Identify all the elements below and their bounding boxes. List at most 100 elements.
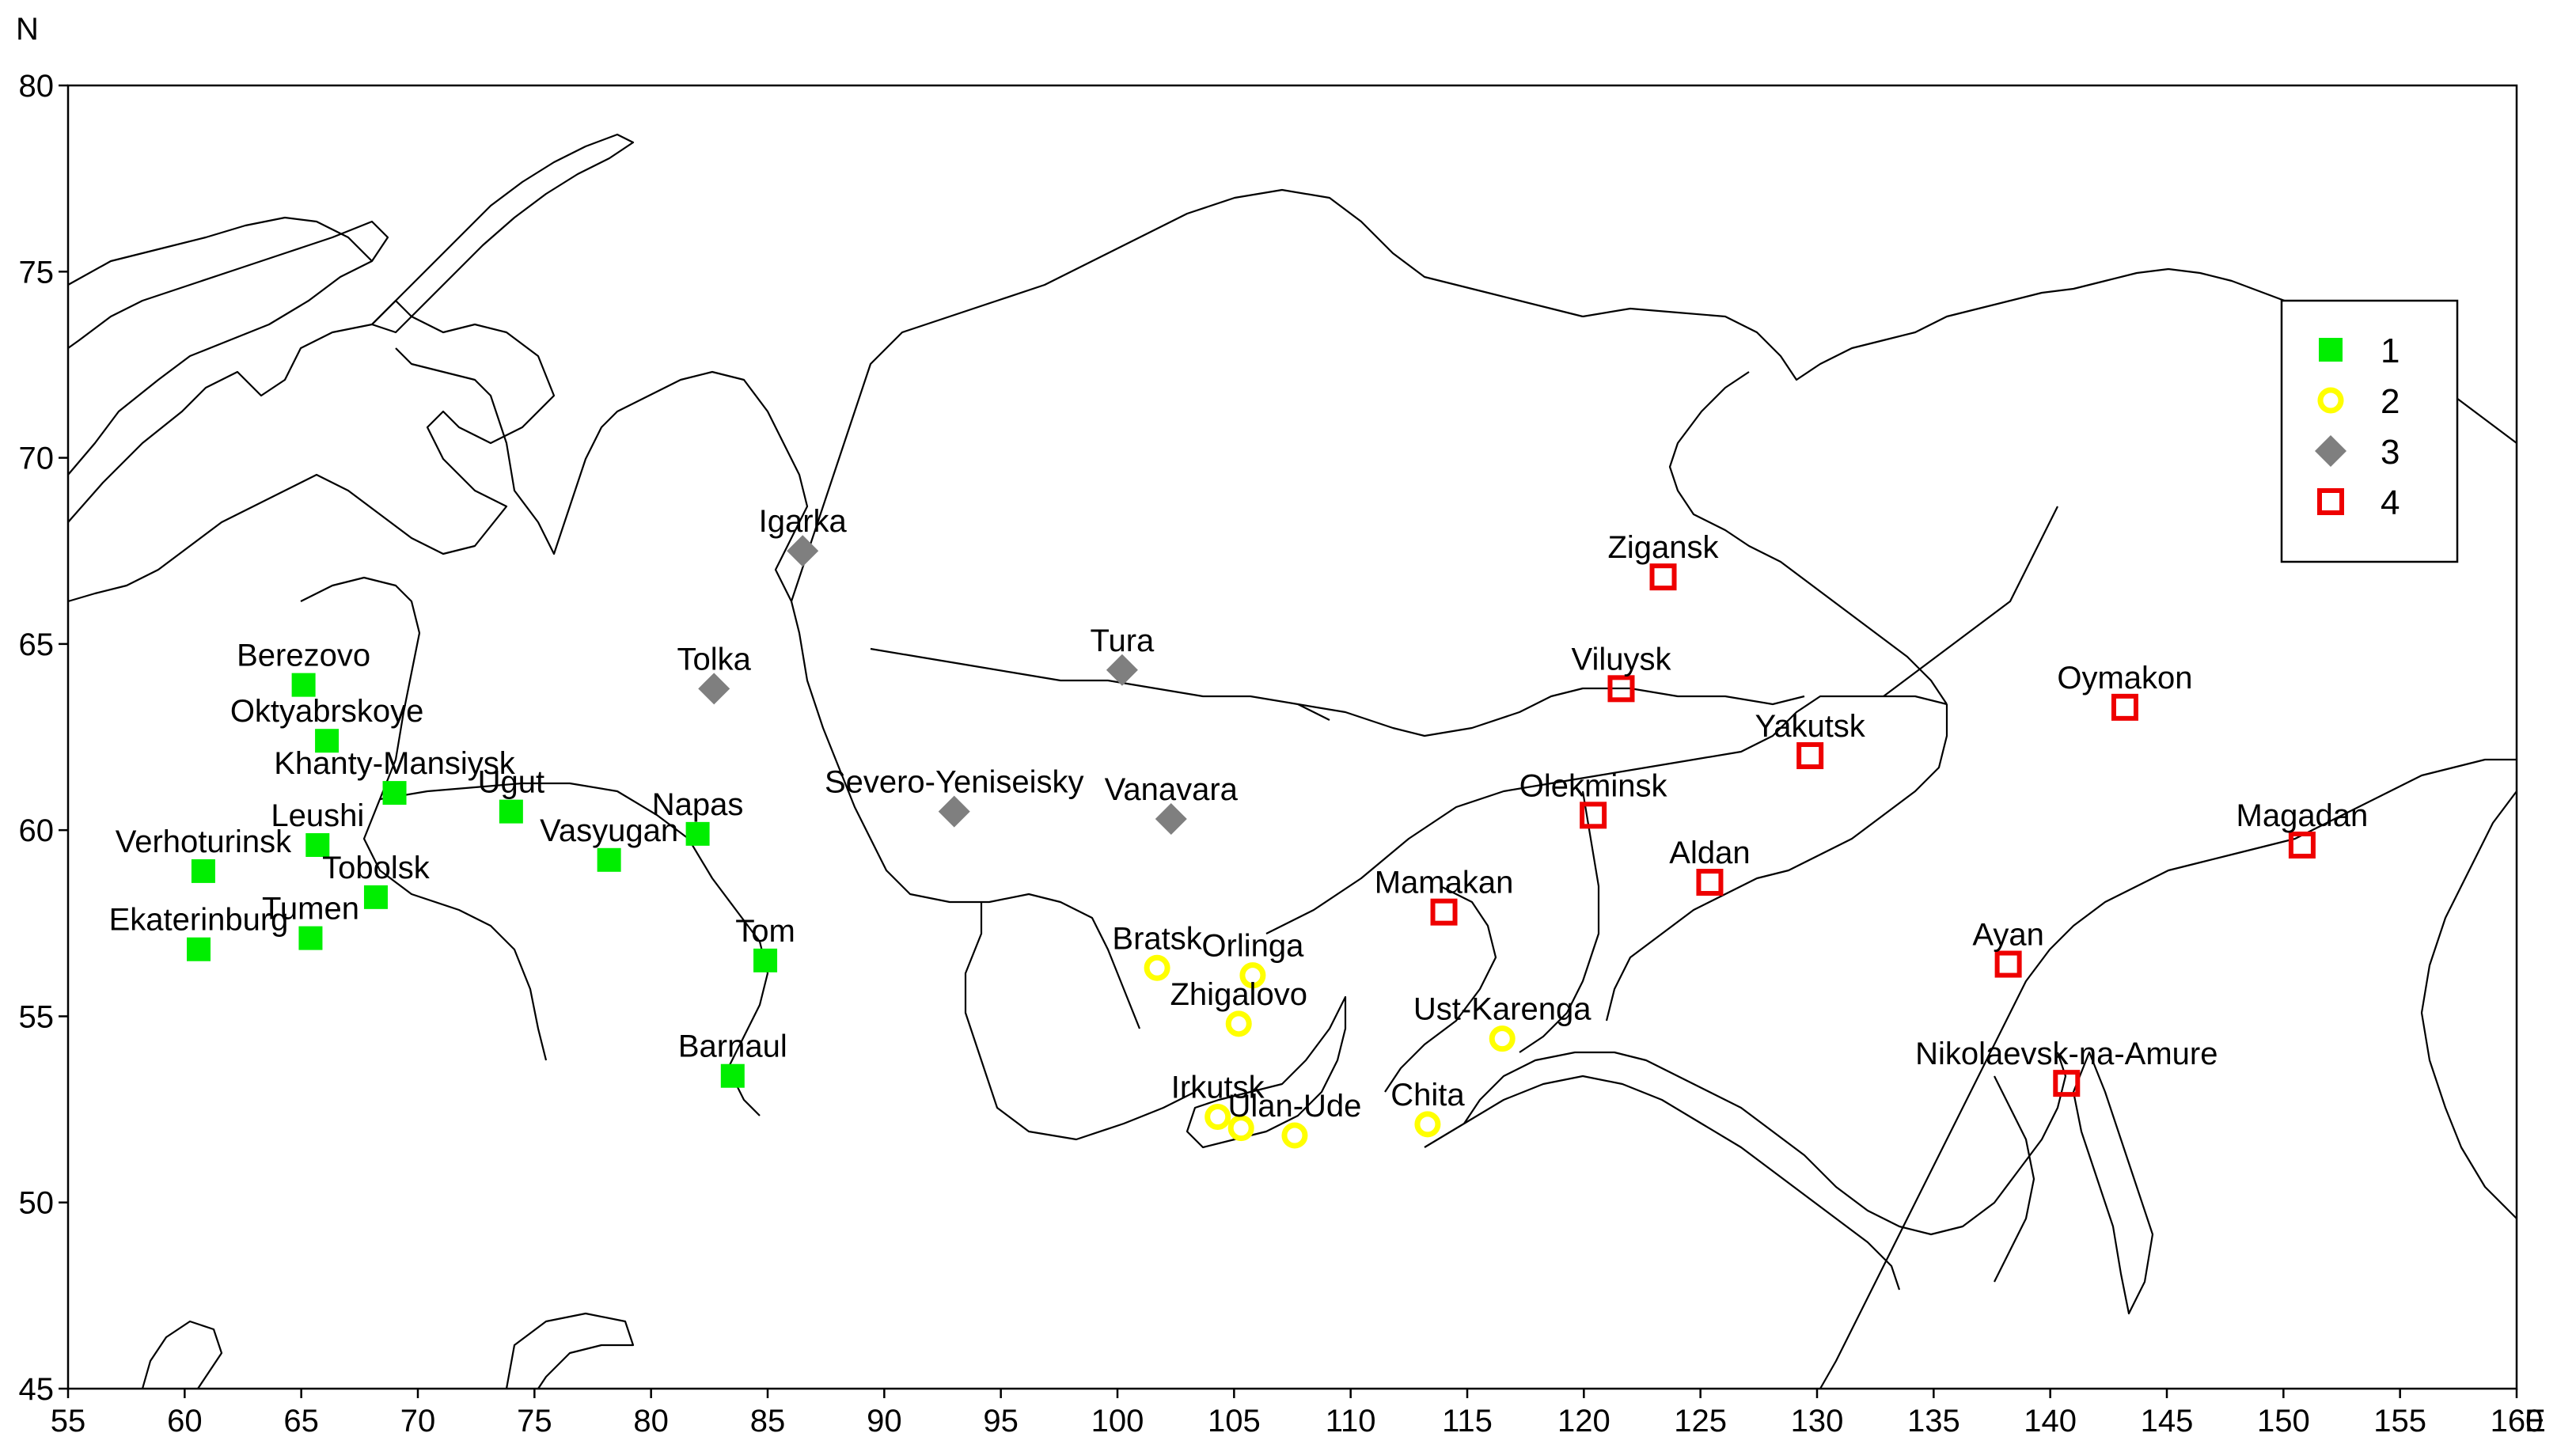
x-tick-label: 95 <box>983 1404 1019 1439</box>
station-marker <box>1205 1103 1231 1130</box>
x-tick-label: 75 <box>517 1404 552 1439</box>
legend-marker <box>2319 338 2343 362</box>
station-marker <box>382 781 407 805</box>
legend-label: 3 <box>2381 433 2400 472</box>
station-label: Tumen <box>262 892 359 927</box>
station-marker <box>1489 1025 1516 1052</box>
coastline-okhotsk <box>1819 758 2517 1389</box>
station-marker <box>1106 654 1138 686</box>
station-marker <box>191 859 215 883</box>
station-marker <box>298 926 323 950</box>
station-marker <box>1281 1122 1308 1149</box>
station-label: Vanavara <box>1105 772 1239 807</box>
y-tick-label: 80 <box>19 69 55 104</box>
station-marker <box>698 673 730 705</box>
station-marker <box>1144 954 1170 981</box>
station-label: Barnaul <box>678 1029 787 1064</box>
station-marker <box>1225 1010 1252 1037</box>
river-kolyma <box>1883 506 2058 697</box>
coastline-baikal <box>1186 995 1347 1149</box>
coastline-barents <box>67 216 373 286</box>
station-label: Olekminsk <box>1519 768 1668 803</box>
station-label: Nikolaevsk-na-Amure <box>1915 1037 2217 1071</box>
station-label: Oymakon <box>2057 661 2192 696</box>
station-label: Mamakan <box>1375 866 1514 900</box>
x-tick-label: 55 <box>51 1404 86 1439</box>
x-tick-label: 85 <box>750 1404 786 1439</box>
station-marker <box>187 937 211 961</box>
river-amur-lower <box>1994 1075 2035 1283</box>
x-tick-label: 135 <box>1907 1404 1960 1439</box>
station-marker <box>499 799 523 824</box>
x-tick-label: 145 <box>2141 1404 2194 1439</box>
x-tick-label: 130 <box>1791 1404 1844 1439</box>
station-label: Zigansk <box>1607 530 1719 565</box>
x-tick-label: 60 <box>167 1404 203 1439</box>
station-marker <box>315 729 340 753</box>
river-lena <box>1265 695 1948 934</box>
river-aldan <box>1605 704 1948 1022</box>
station-label: Leushi <box>271 798 364 833</box>
station-marker <box>787 535 819 567</box>
plot-frame <box>66 84 2518 1390</box>
station-marker <box>938 795 970 828</box>
coastline-southern <box>1424 1075 1901 1291</box>
station-label: Aldan <box>1669 836 1750 870</box>
x-tick-label: 120 <box>1557 1404 1610 1439</box>
legend-marker <box>2315 435 2346 467</box>
base-map <box>66 84 2518 1390</box>
station-marker <box>1155 803 1187 836</box>
station-marker <box>2053 1070 2081 1097</box>
x-tick-label: 115 <box>1442 1404 1493 1439</box>
x-tick-label: 140 <box>2024 1404 2077 1439</box>
y-tick-label: 70 <box>19 442 55 476</box>
river-vilyuy <box>1297 687 1805 737</box>
station-marker <box>2288 831 2316 859</box>
x-tick-label: 150 <box>2257 1404 2310 1439</box>
station-marker <box>1696 869 1724 896</box>
coastline-sakhalin <box>2072 1051 2154 1315</box>
legend-marker <box>2317 387 2344 414</box>
x-tick-label: 105 <box>1208 1404 1261 1439</box>
station-label: Magadan <box>2236 798 2369 833</box>
station-label: Yakutsk <box>1755 709 1865 744</box>
coastline-scandinavia <box>67 299 556 603</box>
x-tick-label: 90 <box>867 1404 902 1439</box>
x-tick-label: 80 <box>633 1404 669 1439</box>
station-label: Tobolsk <box>322 851 431 885</box>
station-label: Vasyugan <box>540 813 678 848</box>
station-label: Berezovo <box>237 639 370 673</box>
station-label: Tolka <box>677 642 752 677</box>
x-tick-label: 155 <box>2373 1404 2426 1439</box>
coastline-white-sea <box>67 220 389 476</box>
x-tick-label: 70 <box>400 1404 436 1439</box>
station-marker <box>305 832 330 857</box>
y-tick-label: 65 <box>19 627 55 662</box>
axes: 55 60 65 70 75 80 85 90 95 100 105 110 115 120 125 130 1… <box>16 12 2546 1439</box>
station-label: Chita <box>1390 1078 1465 1113</box>
legend-box <box>2280 299 2459 563</box>
coastline-novaya-zemlya <box>370 133 635 334</box>
river-ob-east <box>379 782 769 1116</box>
y-tick-label: 45 <box>19 1372 55 1407</box>
x-tick-label: 160 <box>2491 1404 2544 1439</box>
station-label: Ust-Karenga <box>1413 992 1592 1027</box>
station-label: Igarka <box>759 504 848 539</box>
station-label: Ekaterinburg <box>109 903 289 938</box>
y-tick-label: 75 <box>19 255 55 290</box>
y-tick-label: 50 <box>19 1186 55 1221</box>
coastline-kamchatka <box>2420 790 2517 1219</box>
station-marker <box>720 1063 745 1088</box>
station-marker <box>1994 950 2022 978</box>
coastline-caspian <box>141 1320 223 1389</box>
station-label: Viluysk <box>1571 642 1671 677</box>
station-marker <box>1607 675 1635 703</box>
river-angara <box>964 902 1196 1141</box>
river-amur <box>1463 1051 2067 1236</box>
station-marker <box>1227 1115 1254 1142</box>
x-tick-label: 125 <box>1674 1404 1727 1439</box>
coastline-taymyr <box>790 188 1584 602</box>
station-marker <box>1796 742 1824 770</box>
